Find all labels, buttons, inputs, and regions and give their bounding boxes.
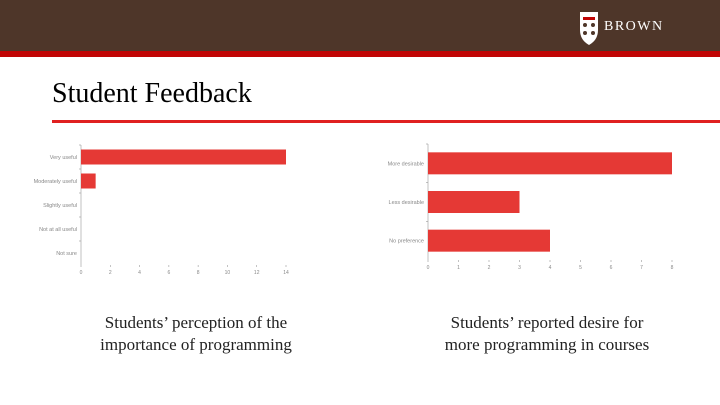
shield-icon (580, 12, 598, 45)
caption-left-line1: Students’ perception of the (104, 313, 288, 332)
x-tick-label: 6 (167, 270, 170, 276)
category-label: Less desirable (389, 200, 424, 206)
brown-logo: BROWN (578, 8, 678, 46)
category-label: More desirable (388, 161, 424, 167)
header-band (0, 0, 720, 51)
caption-right: Students’ reported desire for more progr… (397, 312, 697, 356)
x-tick-label: 14 (283, 270, 289, 276)
desire-bar-chart: More desirable Less desirable No preferenc… (388, 143, 674, 271)
x-tick-label: 6 (610, 265, 613, 271)
x-tick-label: 7 (640, 265, 643, 271)
caption-right-line1: Students’ reported desire for (450, 313, 644, 332)
bar (81, 173, 96, 189)
x-tick-label: 4 (549, 265, 552, 271)
x-tick-label: 2 (109, 270, 112, 276)
x-tick-label: 2 (488, 265, 491, 271)
category-label: Slightly useful (43, 203, 77, 209)
category-label: Not sure (56, 251, 77, 257)
x-tick-label: 12 (254, 270, 260, 276)
x-tick-label: 4 (138, 270, 141, 276)
x-tick-label: 8 (197, 270, 200, 276)
x-tick-label: 8 (671, 265, 674, 271)
x-tick-label: 0 (427, 265, 430, 271)
x-tick-label: 5 (579, 265, 582, 271)
x-tick-label: 1 (457, 265, 460, 271)
usefulness-bar-chart: Very useful Moderately useful Slightly use… (34, 144, 289, 276)
bar (81, 149, 286, 165)
header-rule (0, 51, 720, 57)
title-underline (52, 120, 720, 123)
category-label: Moderately useful (34, 179, 77, 185)
bar (428, 191, 520, 213)
caption-right-line2: more programming in courses (444, 335, 650, 354)
category-label: Very useful (50, 155, 77, 161)
category-label: No preference (389, 239, 424, 245)
bar (428, 152, 672, 175)
caption-left: Students’ perception of the importance o… (46, 312, 346, 356)
x-tick-label: 3 (518, 265, 521, 271)
caption-left-line2: importance of programming (100, 335, 292, 354)
bar (428, 229, 550, 252)
slide-title: Student Feedback (52, 78, 252, 109)
x-tick-label: 10 (225, 270, 231, 276)
x-tick-label: 0 (80, 270, 83, 276)
logo-wordmark: BROWN (604, 19, 664, 34)
category-label: Not at all useful (39, 227, 77, 233)
